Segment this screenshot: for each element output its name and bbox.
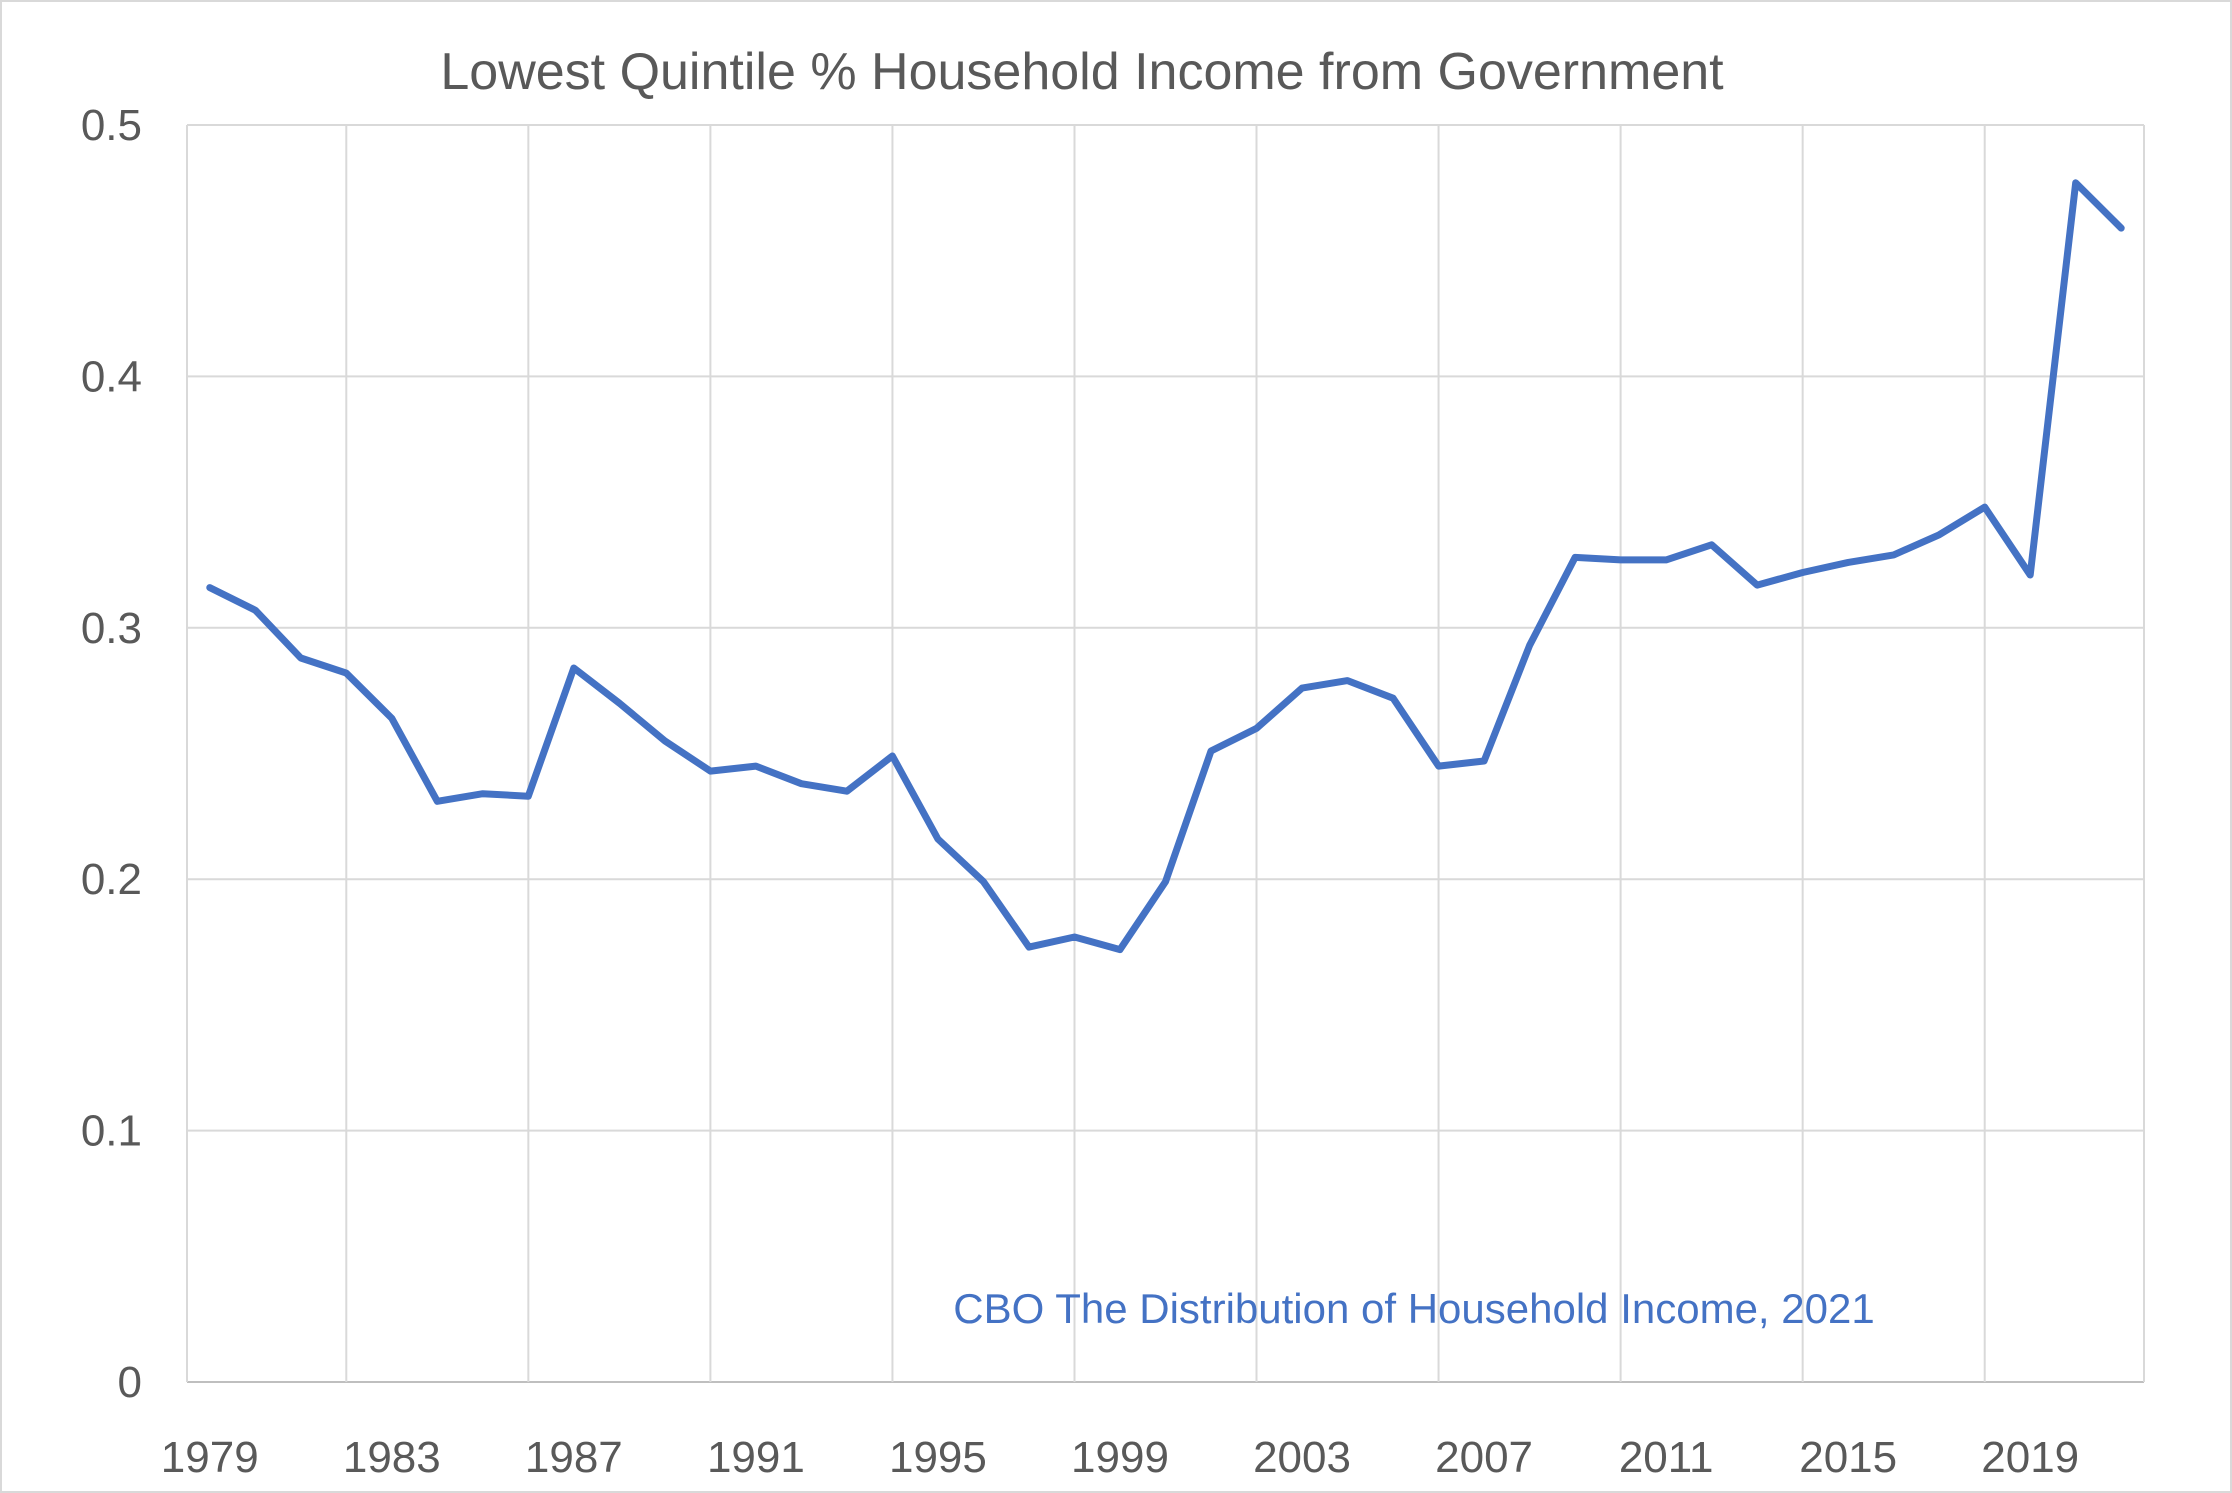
y-tick-label: 0.5 xyxy=(81,101,142,150)
series-layer xyxy=(206,179,2125,954)
x-tick-label: 2019 xyxy=(1981,1433,2079,1482)
x-tick-label: 2015 xyxy=(1799,1433,1897,1482)
y-tick-label: 0.4 xyxy=(81,352,142,401)
x-tick-label: 1987 xyxy=(525,1433,623,1482)
y-tick-label: 0.1 xyxy=(81,1107,142,1156)
x-tick-label: 2011 xyxy=(1619,1433,1714,1482)
grid-layer xyxy=(186,124,2145,1383)
x-tick-label: 1999 xyxy=(1071,1433,1169,1482)
x-tick-label: 2007 xyxy=(1435,1433,1533,1482)
y-axis-ticks: 0 0.1 0.2 0.3 0.4 0.5 xyxy=(81,101,142,1407)
x-tick-label: 2003 xyxy=(1253,1433,1351,1482)
y-tick-label: 0 xyxy=(118,1358,142,1407)
y-tick-label: 0.3 xyxy=(81,604,142,653)
x-axis-ticks: 1979 1983 1987 1991 1995 1999 2003 2007 2011 2015… xyxy=(161,1433,2079,1482)
y-tick-label: 0.2 xyxy=(81,855,142,904)
x-tick-label: 1995 xyxy=(889,1433,987,1482)
x-tick-label: 1983 xyxy=(343,1433,441,1482)
series-line xyxy=(206,179,2125,954)
source-annotation: CBO The Distribution of Household Income… xyxy=(953,1285,1874,1332)
x-tick-label: 1979 xyxy=(161,1433,259,1482)
x-tick-label: 1991 xyxy=(707,1433,805,1482)
chart-title: Lowest Quintile % Household Income from … xyxy=(440,43,1724,101)
